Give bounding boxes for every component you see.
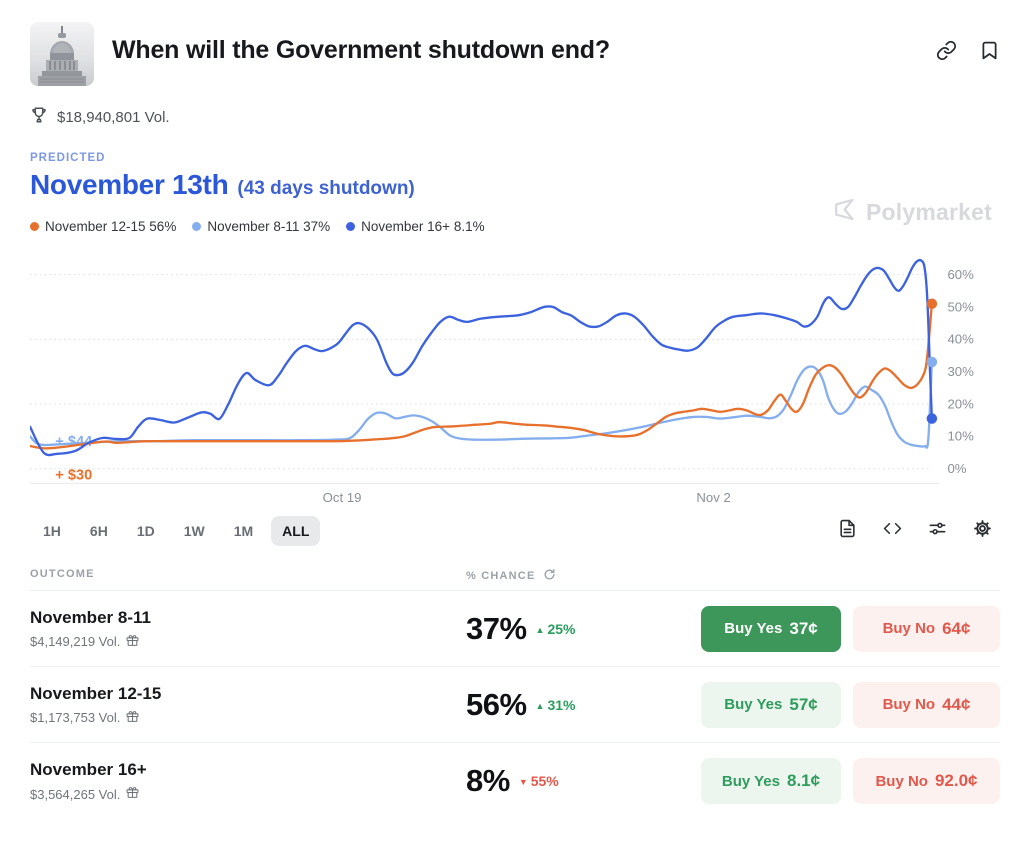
legend-dot-light-blue xyxy=(192,222,202,231)
outcome-volume: $3,564,265 Vol. xyxy=(30,786,121,802)
legend-label: November 16+ 8.1% xyxy=(361,219,485,234)
gift-icon xyxy=(126,786,139,802)
market-image-capitol xyxy=(30,22,94,86)
gift-icon xyxy=(126,634,139,650)
buy-yes-button[interactable]: Buy Yes 8.1¢ xyxy=(701,758,841,804)
gift-icon xyxy=(126,710,139,726)
legend-dot-orange xyxy=(30,222,39,231)
chance-change: 25% xyxy=(536,621,575,637)
buy-yes-button[interactable]: Buy Yes 57¢ xyxy=(701,681,841,728)
chance-value: 37% xyxy=(466,610,527,646)
y-axis-label: 30% xyxy=(947,364,974,379)
no-price: 44¢ xyxy=(942,694,971,714)
legend-label: November 8-11 37% xyxy=(207,219,331,234)
outcome-name: November 8-11 xyxy=(30,607,151,627)
outcome-name: November 16+ xyxy=(30,760,147,779)
outcome-column-header: OUTCOME xyxy=(30,568,95,580)
legend-item: November 12-15 56% xyxy=(30,219,176,234)
chance-change: 55% xyxy=(519,773,559,789)
yes-price: 37¢ xyxy=(789,618,818,638)
y-axis-label: 20% xyxy=(947,396,974,411)
trophy-icon xyxy=(30,106,48,128)
polymarket-logo-icon xyxy=(830,196,857,229)
buy-yes-button[interactable]: Buy Yes 37¢ xyxy=(701,605,841,652)
outcome-row-november-16-plus[interactable]: November 16+ $3,564,265 Vol. 8% 55% Buy … xyxy=(30,743,1000,819)
market-header: When will the Government shutdown end? xyxy=(30,22,1000,86)
buy-no-button[interactable]: Buy No 92.0¢ xyxy=(853,758,1000,804)
timeframe-6h[interactable]: 6H xyxy=(79,516,119,546)
document-icon[interactable] xyxy=(838,519,857,543)
outcome-volume: $4,149,219 Vol. xyxy=(30,634,121,649)
series-line-november-8-11 xyxy=(30,360,934,449)
timeframe-1h[interactable]: 1H xyxy=(32,516,72,546)
timeframe-1d[interactable]: 1D xyxy=(126,516,166,546)
gear-icon[interactable] xyxy=(973,519,992,543)
series-endpoint-dot xyxy=(926,298,938,310)
embed-code-icon[interactable] xyxy=(883,519,902,543)
sliders-icon[interactable] xyxy=(928,519,947,543)
series-line-november-16- xyxy=(30,258,934,457)
outcome-row-november-8-11[interactable]: November 8-11 $4,149,219 Vol. 37% 25% Bu… xyxy=(30,591,1000,667)
outcomes-table-header: OUTCOME % CHANCE xyxy=(30,568,1000,591)
predicted-date: November 13th xyxy=(30,169,229,200)
outcome-volume: $1,173,753 Vol. xyxy=(30,710,121,725)
outcome-row-november-12-15[interactable]: November 12-15 $1,173,753 Vol. 56% 31% B… xyxy=(30,667,1000,743)
chance-column-header: % CHANCE xyxy=(466,570,536,582)
chart-legend: November 12-15 56% November 8-11 37% Nov… xyxy=(30,219,1000,234)
y-axis-label: 0% xyxy=(947,461,966,476)
yes-price: 57¢ xyxy=(789,694,818,714)
chart-area[interactable]: 0% 10% 20% 30% 40% 50% 60% Oct 19 Nov 2 + $44 + $3… xyxy=(30,246,1000,512)
predicted-duration: (43 days shutdown) xyxy=(237,178,415,199)
chart-controls: 1H 6H 1D 1W 1M ALL xyxy=(30,516,1000,546)
legend-item: November 8-11 37% xyxy=(192,219,330,234)
y-axis-label: 50% xyxy=(947,299,974,314)
market-page: When will the Government shutdown end? xyxy=(0,0,1024,819)
yes-price: 8.1¢ xyxy=(787,771,821,790)
chance-value: 56% xyxy=(466,686,527,722)
buy-no-button[interactable]: Buy No 64¢ xyxy=(853,605,1000,652)
x-axis-label: Oct 19 xyxy=(323,490,362,505)
polymarket-wordmark: Polymarket xyxy=(865,199,992,225)
outcome-name: November 12-15 xyxy=(30,683,162,703)
copy-link-icon[interactable] xyxy=(936,40,957,61)
polymarket-watermark: Polymarket xyxy=(830,196,992,229)
timeframe-1m[interactable]: 1M xyxy=(223,516,264,546)
legend-item: November 16+ 8.1% xyxy=(346,219,485,234)
volume-row: $18,940,801 Vol. xyxy=(30,106,1000,128)
buy-no-button[interactable]: Buy No 44¢ xyxy=(853,681,1000,728)
series-line-november-12-15 xyxy=(30,302,934,450)
chance-change: 31% xyxy=(536,697,575,713)
y-axis-label: 40% xyxy=(947,332,974,347)
chart-annotation: + $30 xyxy=(55,467,92,483)
bookmark-icon[interactable] xyxy=(979,40,1000,61)
refresh-icon[interactable] xyxy=(543,568,556,584)
chance-value: 8% xyxy=(466,763,510,798)
y-axis-label: 10% xyxy=(947,429,974,444)
timeframe-1w[interactable]: 1W xyxy=(173,516,216,546)
legend-label: November 12-15 56% xyxy=(45,219,177,234)
timeframe-all[interactable]: ALL xyxy=(271,516,321,546)
volume-text: $18,940,801 Vol. xyxy=(57,108,170,126)
series-endpoint-dot xyxy=(926,413,938,424)
no-price: 64¢ xyxy=(942,618,971,638)
series-endpoint-dot xyxy=(926,356,938,368)
no-price: 92.0¢ xyxy=(934,771,978,790)
predicted-label: PREDICTED xyxy=(30,152,106,164)
price-chart: 0%10%20%30%40%50%60%Oct 19 Nov 2+ $44+ $3… xyxy=(30,258,974,505)
predicted-block: PREDICTED November 13th (43 days shutdow… xyxy=(30,152,1000,201)
x-axis-label: Nov 2 xyxy=(696,490,730,505)
y-axis-label: 60% xyxy=(947,267,974,282)
legend-dot-dark-blue xyxy=(346,222,356,231)
page-title: When will the Government shutdown end? xyxy=(112,36,610,64)
